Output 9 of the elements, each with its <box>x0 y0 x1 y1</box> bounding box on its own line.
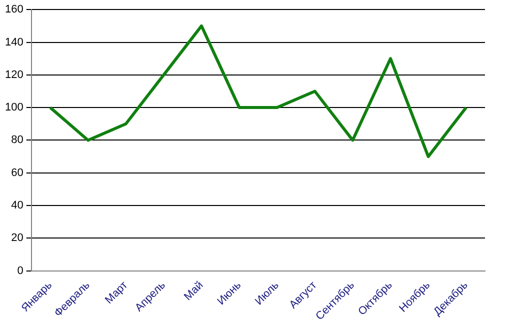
y-tick-label: 160 <box>4 4 24 16</box>
y-tick-label: 0 <box>17 264 24 277</box>
y-tick-label: 140 <box>4 36 24 48</box>
y-tick-label: 80 <box>11 134 24 146</box>
y-tick-label: 120 <box>4 68 24 81</box>
y-tick-label: 20 <box>11 232 24 244</box>
y-tick-label: 40 <box>11 200 24 212</box>
y-tick-label: 100 <box>4 102 24 114</box>
y-tick-label: 60 <box>11 166 24 179</box>
